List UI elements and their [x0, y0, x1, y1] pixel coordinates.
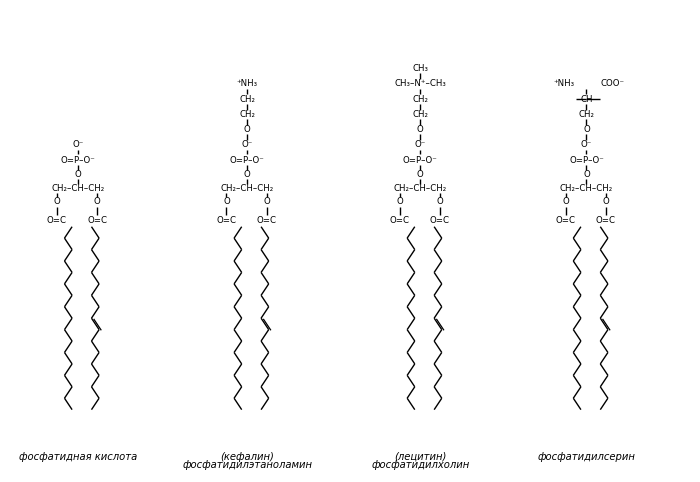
Text: O⁻: O⁻: [72, 140, 83, 149]
Text: CH: CH: [580, 94, 593, 104]
Text: CH₃: CH₃: [412, 64, 428, 73]
Text: O=C: O=C: [216, 216, 237, 226]
Text: O=C: O=C: [389, 216, 410, 226]
Text: O=C: O=C: [257, 216, 276, 226]
Text: O=C: O=C: [430, 216, 449, 226]
Text: O=C: O=C: [87, 216, 107, 226]
Text: O: O: [436, 198, 443, 206]
Text: фосфатидилэтаноламин: фосфатидилэтаноламин: [182, 460, 312, 470]
Text: ⁺NH₃: ⁺NH₃: [237, 79, 258, 88]
Text: CH₂: CH₂: [578, 110, 594, 119]
Text: O: O: [417, 125, 424, 134]
Text: O: O: [603, 198, 609, 206]
Text: O: O: [417, 170, 424, 179]
Text: фосфатидилсерин: фосфатидилсерин: [538, 452, 636, 462]
Text: O=P–O⁻: O=P–O⁻: [569, 156, 604, 164]
Text: O=P–O⁻: O=P–O⁻: [60, 156, 95, 164]
Text: O: O: [244, 125, 251, 134]
Text: CH₂–CH–CH₂: CH₂–CH–CH₂: [220, 184, 274, 193]
Text: фосфатидилхолин: фосфатидилхолин: [371, 460, 470, 470]
Text: COO⁻: COO⁻: [601, 79, 625, 88]
Text: ⁺NH₃: ⁺NH₃: [554, 79, 575, 88]
Text: O⁻: O⁻: [241, 140, 253, 149]
Text: O: O: [94, 198, 100, 206]
Text: O: O: [53, 198, 60, 206]
Text: CH₂–CH–CH₂: CH₂–CH–CH₂: [51, 184, 104, 193]
Text: CH₂: CH₂: [412, 94, 428, 104]
Text: (кефалин): (кефалин): [220, 452, 274, 462]
Text: CH₃–N⁺–CH₃: CH₃–N⁺–CH₃: [394, 79, 446, 88]
Text: O⁻: O⁻: [414, 140, 426, 149]
Text: (лецитин): (лецитин): [394, 452, 447, 462]
Text: O: O: [396, 198, 403, 206]
Text: O=C: O=C: [556, 216, 575, 226]
Text: O: O: [562, 198, 569, 206]
Text: CH₂–CH–CH₂: CH₂–CH–CH₂: [560, 184, 613, 193]
Text: O: O: [583, 170, 590, 179]
Text: O: O: [244, 170, 251, 179]
Text: O: O: [263, 198, 270, 206]
Text: CH₂: CH₂: [239, 94, 255, 104]
Text: CH₂: CH₂: [412, 110, 428, 119]
Text: O=C: O=C: [596, 216, 616, 226]
Text: CH₂: CH₂: [239, 110, 255, 119]
Text: O: O: [583, 125, 590, 134]
Text: O⁻: O⁻: [581, 140, 592, 149]
Text: O: O: [74, 170, 81, 179]
Text: фосфатидная кислота: фосфатидная кислота: [18, 452, 136, 462]
Text: O: O: [223, 198, 230, 206]
Text: O=P–O⁻: O=P–O⁻: [230, 156, 265, 164]
Text: O=C: O=C: [47, 216, 67, 226]
Text: O=P–O⁻: O=P–O⁻: [403, 156, 438, 164]
Text: CH₂–CH–CH₂: CH₂–CH–CH₂: [393, 184, 447, 193]
